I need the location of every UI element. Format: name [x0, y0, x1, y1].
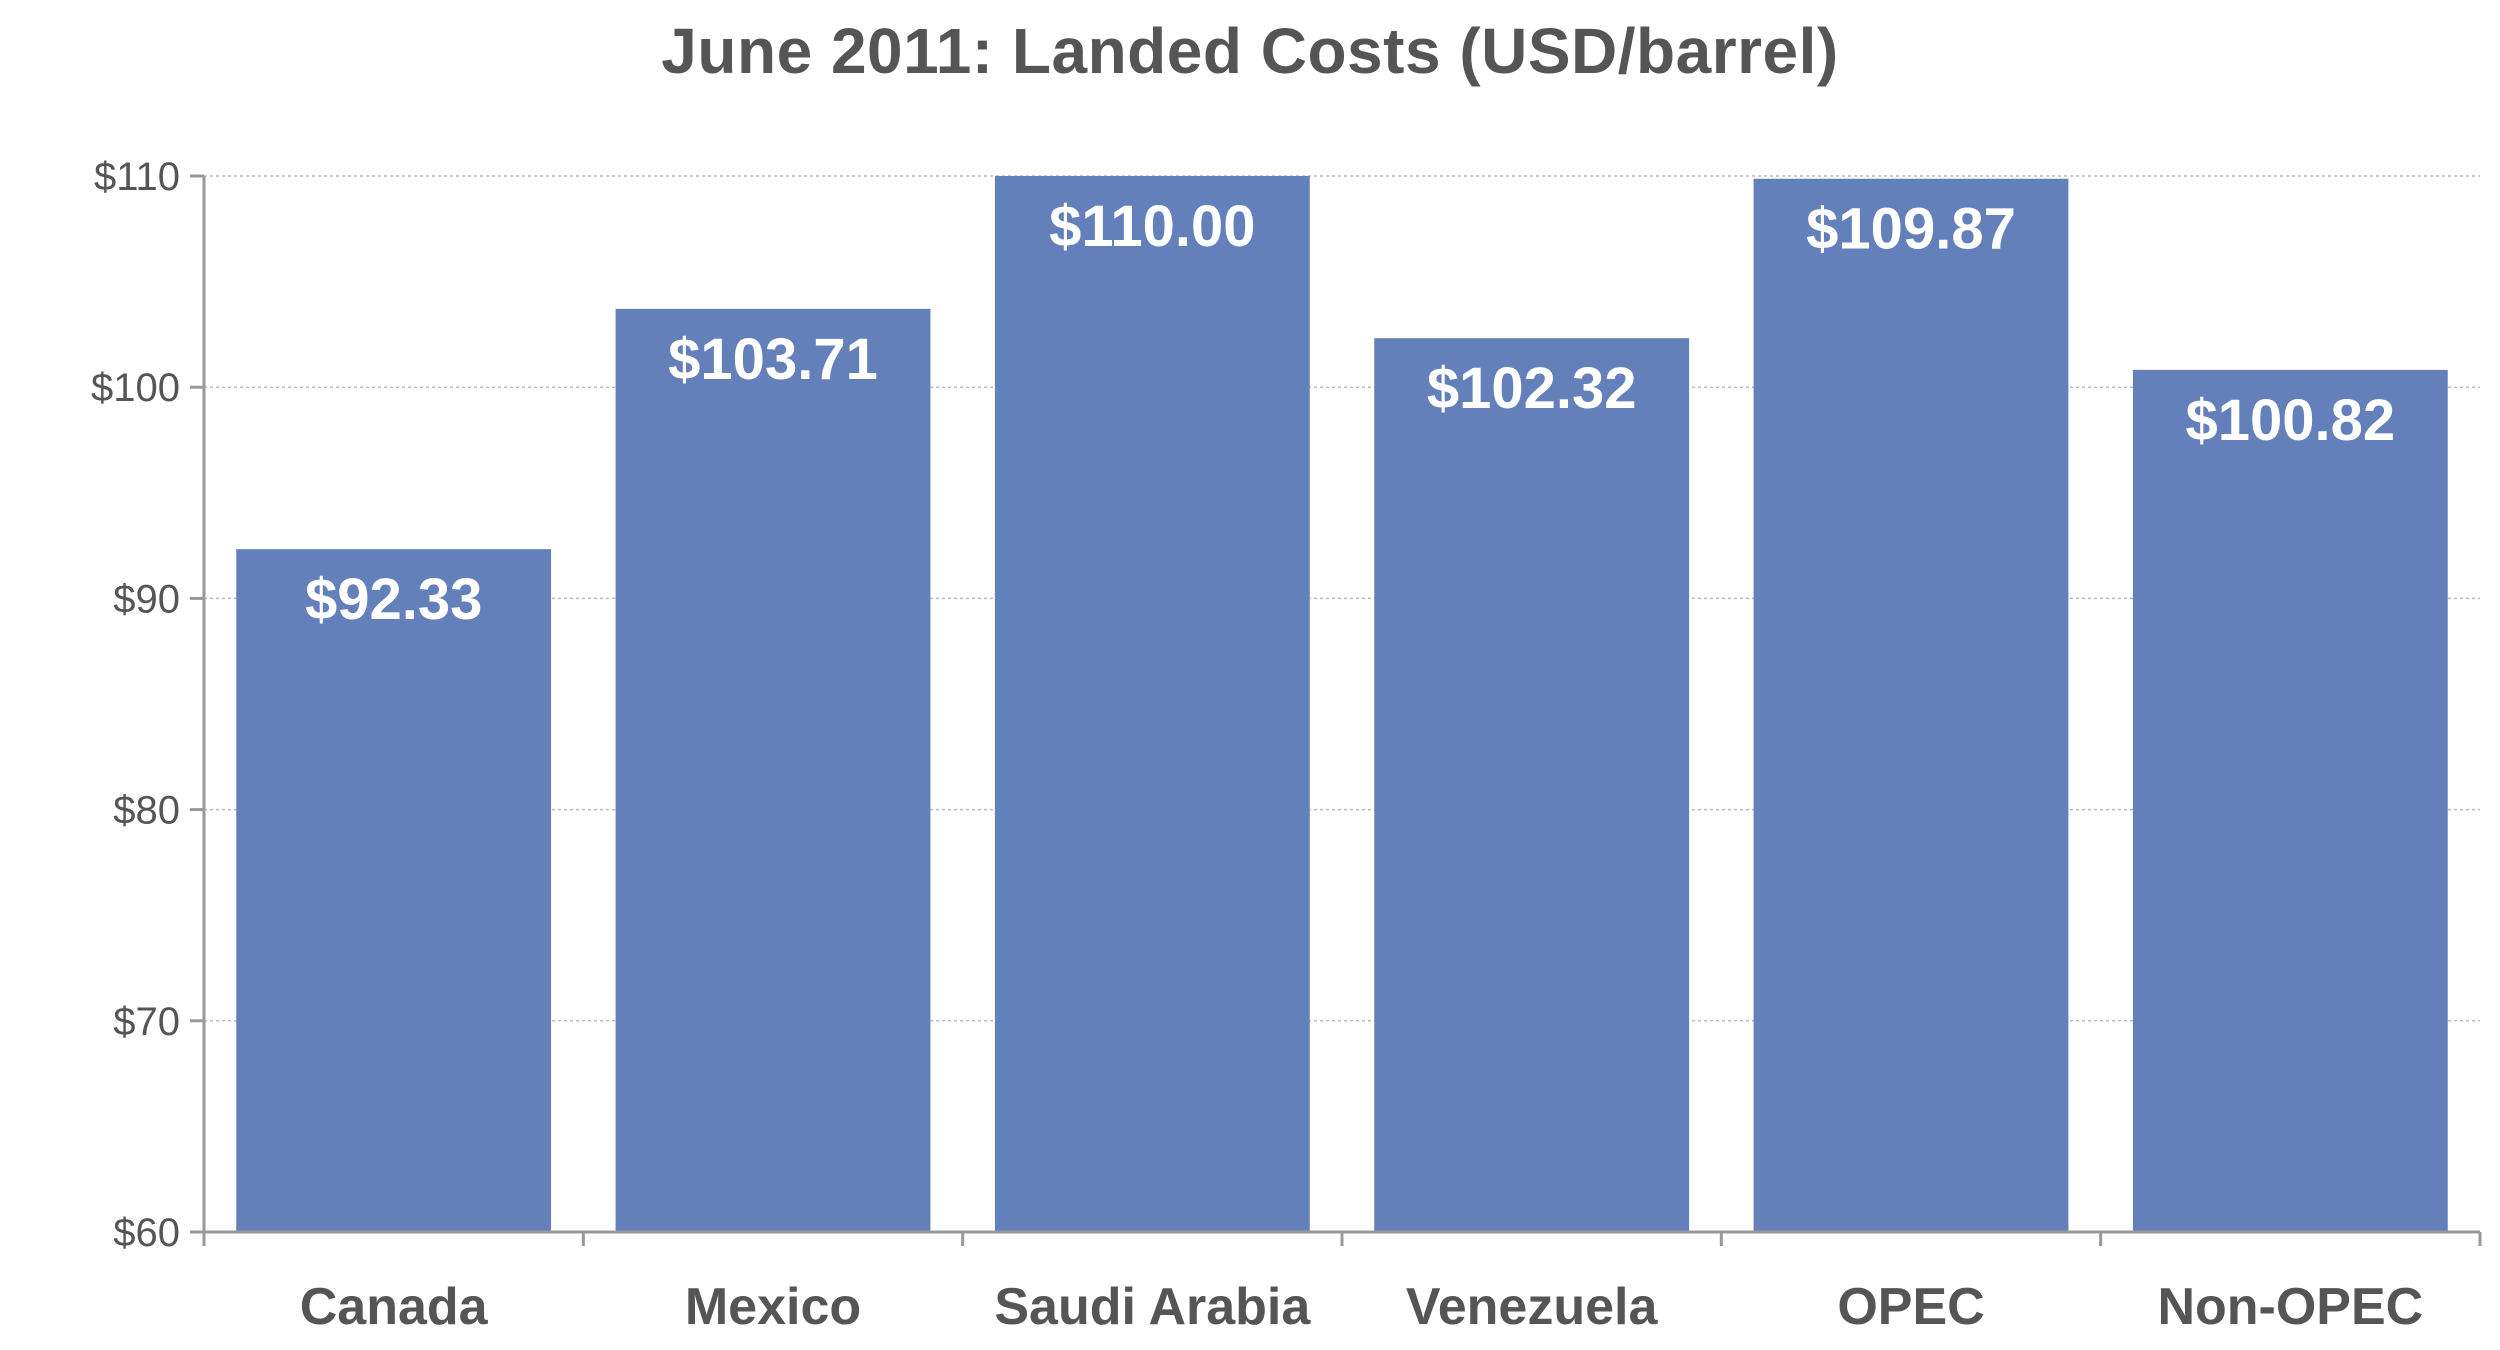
- bar-venezuela: [1374, 338, 1690, 1232]
- y-tick-label: $70: [113, 1000, 180, 1044]
- x-tick-label: Saudi Arabia: [994, 1278, 1311, 1336]
- bar-opec: [1753, 178, 2069, 1232]
- bar-saudi-arabia: [994, 176, 1310, 1232]
- x-tick-label: Canada: [300, 1278, 489, 1336]
- chart-title: June 2011: Landed Costs (USD/barrel): [661, 15, 1839, 87]
- data-label: $110.00: [1049, 194, 1255, 259]
- y-tick-label: $80: [113, 789, 180, 833]
- x-tick-label: Venezuela: [1406, 1278, 1659, 1336]
- gridlines: [204, 175, 2480, 1022]
- x-tick-label: OPEC: [1837, 1278, 1984, 1336]
- x-tick-label: Mexico: [685, 1278, 861, 1336]
- bar-canada: [236, 549, 552, 1232]
- data-label: $103.71: [668, 327, 878, 392]
- data-label: $102.32: [1427, 356, 1637, 421]
- labels: $60 $70 $80 $90 $100 $110 $92.33 Canada $103.71 M…: [91, 155, 2423, 1336]
- data-label: $92.33: [305, 567, 482, 632]
- bars: [236, 176, 2448, 1232]
- y-tick-label: $110: [94, 155, 180, 199]
- axes: [190, 174, 2482, 1246]
- x-tick-label: Non-OPEC: [2157, 1278, 2423, 1336]
- y-tick-label: $100: [91, 366, 180, 410]
- y-tick-label: $60: [113, 1211, 180, 1255]
- data-label: $109.87: [1806, 197, 2016, 262]
- data-label: $100.82: [2186, 388, 2396, 453]
- y-tick-label: $90: [113, 577, 180, 621]
- bar-mexico: [615, 308, 931, 1232]
- bar-non-opec: [2132, 369, 2448, 1232]
